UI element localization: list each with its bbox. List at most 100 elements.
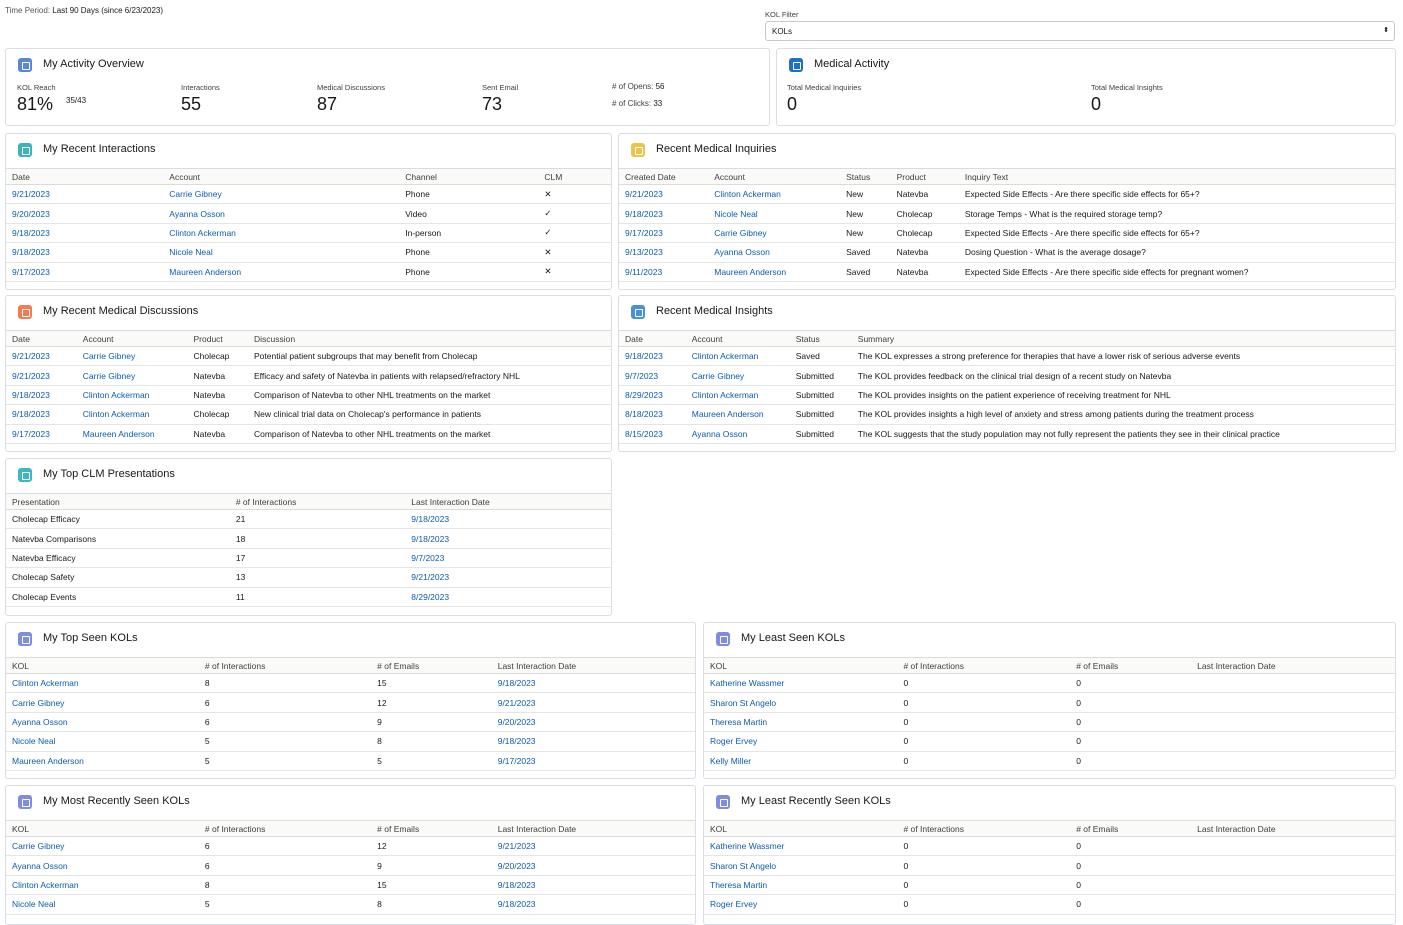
cell-link[interactable]: Clinton Ackerman	[691, 351, 759, 362]
cell-link[interactable]: Theresa Martin	[710, 879, 768, 890]
cell-link[interactable]: Katherine Wassmer	[710, 841, 785, 852]
cell-link[interactable]: Carrie Gibney	[691, 370, 745, 381]
cell-link[interactable]: 9/17/2023	[12, 428, 50, 439]
cell-link[interactable]: Katherine Wassmer	[710, 678, 785, 689]
cell-link[interactable]: Nicole Neal	[12, 899, 56, 910]
table-cell: Phone	[399, 262, 539, 282]
cell-link[interactable]: 9/18/2023	[625, 351, 663, 362]
table-cell: Nicole Neal	[6, 894, 199, 915]
cell-link[interactable]: 9/18/2023	[411, 533, 450, 544]
cell-link[interactable]: Ayanna Osson	[169, 208, 225, 219]
cell-link[interactable]: Clinton Ackerman	[691, 389, 759, 400]
cell-link[interactable]: 9/18/2023	[12, 409, 50, 420]
cell-link[interactable]: 9/13/2023	[625, 247, 663, 258]
cell-link[interactable]: Maureen Anderson	[12, 755, 84, 766]
cell-link[interactable]: Maureen Anderson	[169, 266, 242, 277]
cell-link[interactable]: 9/7/2023	[625, 370, 659, 381]
table-cell: Dosing Question - What is the average do…	[958, 242, 1395, 263]
cell-link[interactable]: Carrie Gibney	[714, 227, 767, 238]
cell-text: 9	[377, 716, 382, 727]
cell-link[interactable]: 9/18/2023	[625, 208, 663, 219]
table-card: My Top Seen KOLs KOL # of Interactions # of…	[5, 622, 696, 779]
cell-link[interactable]: 9/21/2023	[411, 572, 450, 583]
cell-link[interactable]: 9/21/2023	[625, 189, 663, 200]
cell-link[interactable]: Sharon St Angelo	[710, 697, 777, 708]
cell-link[interactable]: 8/29/2023	[625, 389, 663, 400]
cell-link[interactable]: 8/18/2023	[625, 409, 663, 420]
cell-link[interactable]: 9/18/2023	[12, 389, 50, 400]
table-cell: Submitted	[789, 424, 852, 444]
cell-text: 0	[1076, 899, 1081, 910]
cell-link[interactable]: 9/11/2023	[625, 266, 663, 277]
cell-link[interactable]: Maureen Anderson	[691, 409, 764, 420]
metric-label: Interactions	[181, 83, 220, 92]
cell-text: ✕	[544, 266, 552, 277]
cell-link[interactable]: Ayanna Osson	[714, 247, 770, 258]
cell-link[interactable]: 9/18/2023	[411, 514, 450, 525]
cell-link[interactable]: Carrie Gibney	[169, 189, 222, 200]
header-row: KOL # of Interactions # of Emails Last Inte…	[6, 657, 695, 674]
cell-link[interactable]: 9/20/2023	[12, 208, 50, 219]
cell-link[interactable]: 9/21/2023	[12, 370, 50, 381]
table-cell: 11	[229, 587, 406, 607]
cell-link[interactable]: Theresa Martin	[710, 716, 768, 727]
cell-link[interactable]: Roger Ervey	[710, 736, 758, 747]
cell-link[interactable]: Nicole Neal	[169, 247, 213, 258]
table-cell: Maureen Anderson	[685, 404, 790, 425]
cell-link[interactable]: Clinton Ackerman	[82, 389, 150, 400]
cell-link[interactable]: Maureen Anderson	[82, 428, 155, 439]
table-row: Clinton Ackerman 8 15 9/18/2023	[6, 673, 695, 694]
kol-filter-select[interactable]: KOLs ⬍	[765, 21, 1395, 41]
table-cell: New	[840, 203, 891, 224]
cell-link[interactable]: 9/21/2023	[12, 189, 50, 200]
cell-link[interactable]: 9/21/2023	[497, 841, 536, 852]
cell-link[interactable]: Clinton Ackerman	[714, 189, 781, 200]
cell-link[interactable]: Carrie Gibney	[12, 697, 65, 708]
email-stat-value: 56	[655, 82, 665, 91]
cell-link[interactable]: 9/18/2023	[12, 227, 50, 238]
cell-link[interactable]: Clinton Ackerman	[12, 678, 79, 689]
cell-text: Submitted	[795, 428, 834, 439]
cell-link[interactable]: Carrie Gibney	[82, 370, 136, 381]
table-cell: 9/21/2023	[491, 836, 695, 857]
cell-link[interactable]: Clinton Ackerman	[82, 409, 150, 420]
cell-link[interactable]: Ayanna Osson	[12, 860, 68, 871]
cell-link[interactable]: 9/17/2023	[625, 227, 663, 238]
cell-link[interactable]: 9/18/2023	[497, 879, 536, 890]
cell-link[interactable]: 9/17/2023	[12, 266, 50, 277]
cell-link[interactable]: Sharon St Angelo	[710, 860, 777, 871]
cell-link[interactable]: 9/20/2023	[497, 716, 536, 727]
cell-link[interactable]: Kelly Miller	[710, 755, 752, 766]
table-cell: Natevba	[890, 242, 959, 263]
cell-link[interactable]: 9/18/2023	[12, 247, 50, 258]
cell-link[interactable]: 9/7/2023	[411, 552, 445, 563]
cell-link[interactable]: 9/18/2023	[497, 678, 536, 689]
table-cell: 9/20/2023	[6, 203, 164, 224]
cell-link[interactable]: Ayanna Osson	[12, 716, 68, 727]
table-cell: Carrie Gibney	[76, 365, 188, 386]
cell-link[interactable]: Ayanna Osson	[691, 428, 748, 439]
table-cell: Natevba	[890, 184, 959, 205]
table-cell: Storage Temps - What is the required sto…	[958, 203, 1395, 224]
cell-link[interactable]: Nicole Neal	[714, 208, 758, 219]
cell-text: ✓	[544, 227, 552, 238]
cell-link[interactable]: Roger Ervey	[710, 899, 758, 910]
column-header: Presentation	[6, 493, 230, 510]
cell-link[interactable]: Clinton Ackerman	[12, 879, 79, 890]
cell-link[interactable]: Carrie Gibney	[82, 351, 136, 362]
table-cell: 8/15/2023	[619, 424, 686, 444]
cell-link[interactable]: 9/18/2023	[497, 899, 536, 910]
cell-link[interactable]: 9/21/2023	[497, 697, 536, 708]
cell-link[interactable]: Maureen Anderson	[714, 266, 787, 277]
cell-link[interactable]: 8/29/2023	[411, 591, 450, 602]
cell-link[interactable]: Clinton Ackerman	[169, 227, 236, 238]
cell-link[interactable]: Nicole Neal	[12, 736, 56, 747]
table-cell: Ayanna Osson	[708, 242, 841, 263]
cell-link[interactable]: 9/20/2023	[497, 860, 536, 871]
cell-link[interactable]: 8/15/2023	[625, 428, 663, 439]
cell-link[interactable]: Carrie Gibney	[12, 841, 65, 852]
cell-link[interactable]: 9/18/2023	[497, 736, 536, 747]
cell-link[interactable]: 9/21/2023	[12, 351, 50, 362]
cell-text: 6	[204, 860, 210, 871]
cell-link[interactable]: 9/17/2023	[497, 755, 536, 766]
